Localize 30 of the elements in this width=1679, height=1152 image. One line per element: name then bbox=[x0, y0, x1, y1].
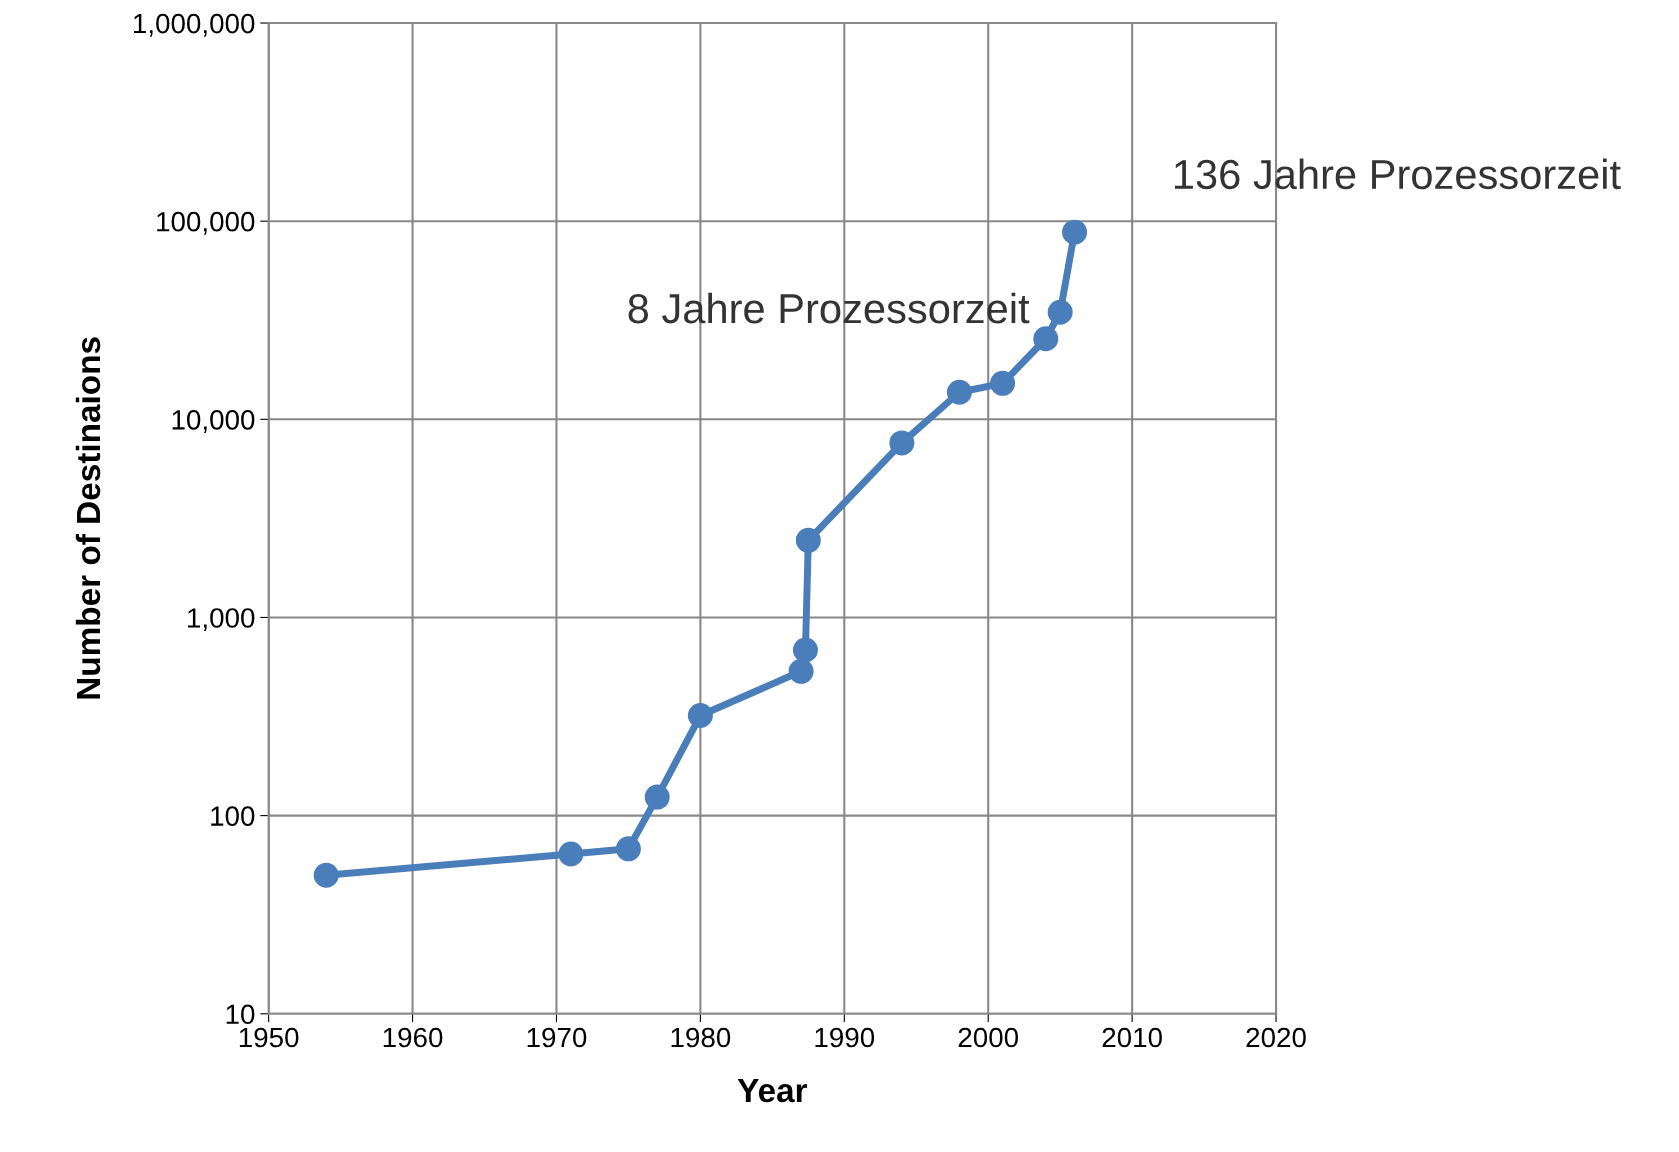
x-tick-label: 1950 bbox=[239, 1027, 299, 1048]
x-tick-label: 2010 bbox=[1102, 1027, 1162, 1048]
x-tick-label: 2020 bbox=[1246, 1027, 1306, 1048]
y-axis-title: Number of Destinaions bbox=[75, 337, 101, 699]
point bbox=[889, 430, 915, 456]
point bbox=[558, 841, 584, 867]
x-tick-label: 1990 bbox=[815, 1027, 875, 1048]
x-tick-label: 1980 bbox=[671, 1027, 731, 1048]
y-tick-label: 1,000 bbox=[188, 608, 255, 632]
x-tick-label: 1960 bbox=[383, 1027, 443, 1048]
y-tick-label: 1,000,000 bbox=[134, 13, 255, 37]
point bbox=[795, 527, 821, 553]
point bbox=[1047, 299, 1073, 325]
x-axis-title: Year bbox=[737, 1079, 808, 1103]
point bbox=[615, 836, 641, 862]
y-tick-label: 100,000 bbox=[157, 211, 255, 235]
x-tick-label: 1970 bbox=[527, 1027, 587, 1048]
y-tick-label: 100 bbox=[211, 806, 255, 826]
point bbox=[1033, 326, 1059, 352]
point bbox=[792, 637, 818, 663]
point bbox=[313, 862, 339, 888]
point bbox=[990, 370, 1016, 396]
point bbox=[1062, 219, 1088, 245]
point bbox=[644, 784, 670, 810]
y-tick-label: 10 bbox=[226, 1004, 255, 1025]
point bbox=[687, 703, 713, 729]
point bbox=[946, 379, 972, 405]
y-tick-label: 10,000 bbox=[172, 410, 255, 433]
x-tick-label: 2000 bbox=[958, 1027, 1019, 1048]
point bbox=[788, 658, 814, 684]
